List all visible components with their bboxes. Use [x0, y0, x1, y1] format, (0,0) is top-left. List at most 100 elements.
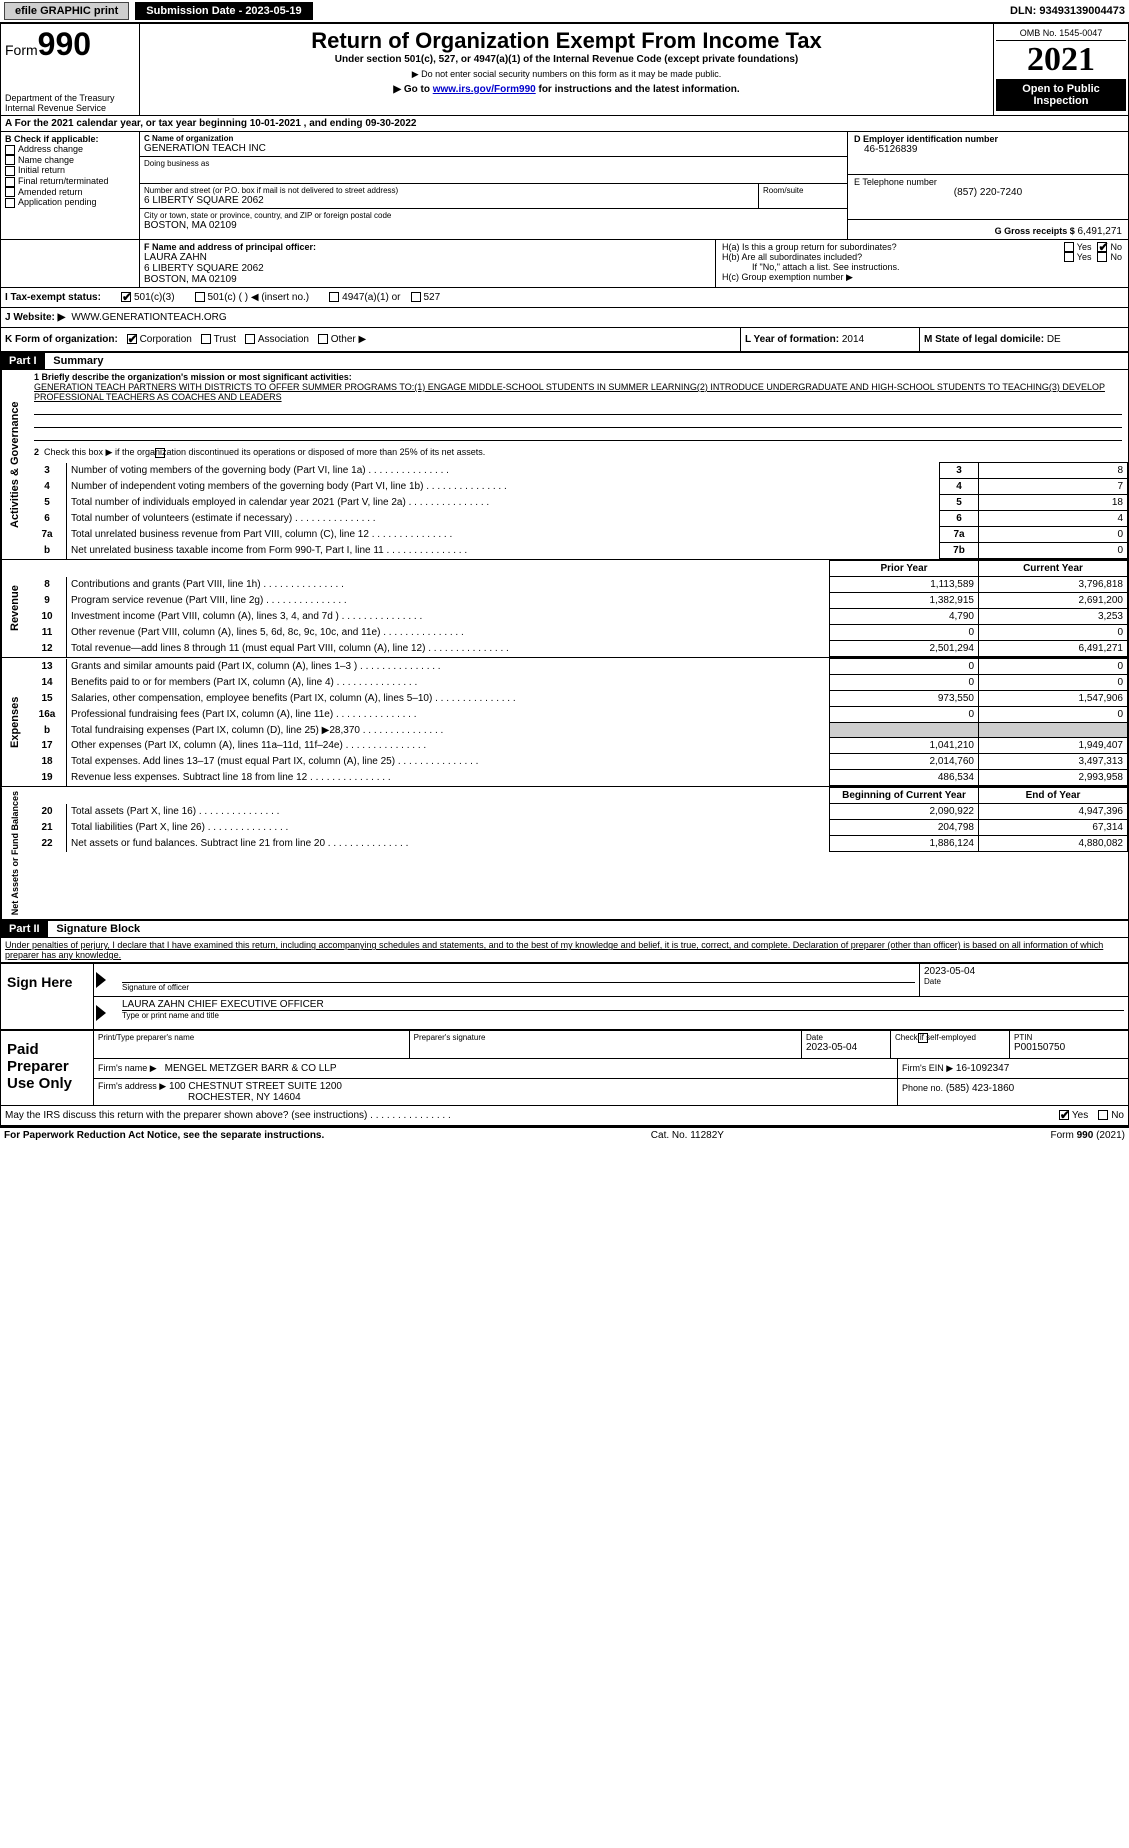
preparer-label: Paid Preparer Use Only	[1, 1031, 94, 1105]
table-row: 21 Total liabilities (Part X, line 26) 2…	[28, 820, 1128, 836]
opt-527: 527	[424, 292, 441, 303]
opt-address-change: Address change	[18, 144, 83, 154]
ptin-label: PTIN	[1014, 1033, 1124, 1042]
opt-501c: 501(c) ( ) ◀ (insert no.)	[208, 292, 310, 303]
checkbox-name-change[interactable]	[5, 155, 15, 165]
part1-header: Part I	[1, 353, 45, 369]
discuss-yes: Yes	[1072, 1110, 1088, 1121]
form-prefix: Form	[5, 42, 38, 58]
checkbox-discuss-no[interactable]	[1098, 1110, 1108, 1120]
checkbox-line2[interactable]	[155, 448, 165, 458]
sign-here-label: Sign Here	[1, 964, 94, 1029]
table-header-row: Beginning of Current Year End of Year	[28, 788, 1128, 804]
checkbox-hb-no[interactable]	[1097, 252, 1107, 262]
net-assets-section: Net Assets or Fund Balances Beginning of…	[0, 787, 1129, 921]
revenue-section: Revenue Prior Year Current Year8 Contrib…	[0, 560, 1129, 658]
omb-label: OMB No. 1545-0047	[996, 26, 1126, 41]
sig-officer-label: Signature of officer	[122, 983, 915, 992]
checkbox-other[interactable]	[318, 334, 328, 344]
checkbox-amended[interactable]	[5, 187, 15, 197]
org-name-label: C Name of organization	[144, 134, 843, 143]
checkbox-initial-return[interactable]	[5, 166, 15, 176]
table-row: 14 Benefits paid to or for members (Part…	[28, 675, 1128, 691]
opt-4947: 4947(a)(1) or	[342, 292, 400, 303]
year-formation-value: 2014	[842, 334, 864, 345]
checkbox-app-pending[interactable]	[5, 198, 15, 208]
part2-header-row: Part II Signature Block	[0, 921, 1129, 938]
checkbox-527[interactable]	[411, 292, 421, 302]
preparer-block: Paid Preparer Use Only Print/Type prepar…	[0, 1030, 1129, 1106]
officer-name-title: LAURA ZAHN CHIEF EXECUTIVE OFFICER	[122, 999, 1124, 1011]
table-row: 22 Net assets or fund balances. Subtract…	[28, 836, 1128, 852]
checkbox-ha-no[interactable]	[1097, 242, 1107, 252]
firm-addr1: 100 CHESTNUT STREET SUITE 1200	[169, 1081, 342, 1092]
checkbox-assoc[interactable]	[245, 334, 255, 344]
checkbox-501c[interactable]	[195, 292, 205, 302]
table-row: 12 Total revenue—add lines 8 through 11 …	[28, 641, 1128, 657]
section-a: A For the 2021 calendar year, or tax yea…	[0, 116, 1129, 132]
hb-yes: Yes	[1077, 252, 1092, 262]
section-b-header: B Check if applicable:	[5, 134, 135, 144]
part2-title: Signature Block	[50, 923, 140, 935]
firm-name-label: Firm's name ▶	[98, 1063, 157, 1074]
officer-addr2: BOSTON, MA 02109	[144, 274, 711, 285]
opt-other: Other ▶	[331, 334, 366, 345]
open-public-badge: Open to Public Inspection	[996, 79, 1126, 111]
hb-label: H(b) Are all subordinates included?	[722, 252, 1064, 262]
checkbox-501c3[interactable]	[121, 292, 131, 302]
table-row: b Net unrelated business taxable income …	[28, 543, 1128, 559]
section-f: F Name and address of principal officer:…	[139, 240, 716, 287]
checkbox-address-change[interactable]	[5, 145, 15, 155]
part1-header-row: Part I Summary	[0, 353, 1129, 370]
checkbox-4947[interactable]	[329, 292, 339, 302]
form-org-label: K Form of organization:	[5, 334, 118, 345]
form-number: Form990	[5, 26, 135, 63]
dln-label: DLN: 93493139004473	[1010, 5, 1125, 17]
ha-no: No	[1110, 242, 1122, 252]
firm-addr2: ROCHESTER, NY 14604	[98, 1092, 893, 1103]
section-c: C Name of organization GENERATION TEACH …	[140, 132, 847, 239]
checkbox-ha-yes[interactable]	[1064, 242, 1074, 252]
opt-app-pending: Application pending	[18, 197, 97, 207]
checkbox-corp[interactable]	[127, 334, 137, 344]
checkbox-self-employed[interactable]	[918, 1033, 928, 1043]
checkbox-final-return[interactable]	[5, 177, 15, 187]
table-row: 5 Total number of individuals employed i…	[28, 495, 1128, 511]
footer: For Paperwork Reduction Act Notice, see …	[0, 1127, 1129, 1143]
sign-block: Sign Here Signature of officer 2023-05-0…	[0, 962, 1129, 1030]
vert-label-rev: Revenue	[1, 560, 28, 657]
website-label: J Website: ▶	[5, 312, 65, 323]
table-row: 8 Contributions and grants (Part VIII, l…	[28, 577, 1128, 593]
opt-501c3: 501(c)(3)	[134, 292, 175, 303]
dba-label: Doing business as	[144, 159, 843, 168]
org-city: BOSTON, MA 02109	[144, 220, 843, 231]
part2-header: Part II	[1, 921, 48, 937]
goto-prefix: ▶ Go to	[393, 84, 432, 95]
hc-label: H(c) Group exemption number ▶	[722, 272, 1122, 283]
part1-title: Summary	[47, 355, 103, 367]
exp-table: 13 Grants and similar amounts paid (Part…	[28, 658, 1128, 786]
year-formation-label: L Year of formation:	[745, 334, 839, 345]
table-row: 18 Total expenses. Add lines 13–17 (must…	[28, 754, 1128, 770]
officer-name: LAURA ZAHN	[144, 252, 711, 263]
line2-text: Check this box ▶ if the organization dis…	[44, 447, 485, 457]
checkbox-trust[interactable]	[201, 334, 211, 344]
declaration-text: Under penalties of perjury, I declare th…	[0, 938, 1129, 962]
phone-value: (857) 220-7240	[854, 187, 1122, 198]
activities-governance-section: Activities & Governance 1 Briefly descri…	[0, 370, 1129, 560]
table-row: 19 Revenue less expenses. Subtract line …	[28, 770, 1128, 786]
tax-exempt-label: I Tax-exempt status:	[5, 292, 101, 303]
discuss-row: May the IRS discuss this return with the…	[0, 1106, 1129, 1127]
checkbox-hb-yes[interactable]	[1064, 252, 1074, 262]
firm-phone: (585) 423-1860	[946, 1083, 1014, 1094]
discuss-text: May the IRS discuss this return with the…	[5, 1110, 367, 1121]
form-title: Return of Organization Exempt From Incom…	[144, 28, 989, 54]
opt-trust: Trust	[214, 334, 236, 345]
irs-link[interactable]: www.irs.gov/Form990	[433, 84, 536, 95]
goto-note: ▶ Go to www.irs.gov/Form990 for instruct…	[144, 84, 989, 95]
domicile-label: M State of legal domicile:	[924, 334, 1044, 345]
vert-label-exp: Expenses	[1, 658, 28, 786]
org-name: GENERATION TEACH INC	[144, 143, 843, 154]
net-table: Beginning of Current Year End of Year20 …	[28, 787, 1128, 852]
checkbox-discuss-yes[interactable]	[1059, 1110, 1069, 1120]
